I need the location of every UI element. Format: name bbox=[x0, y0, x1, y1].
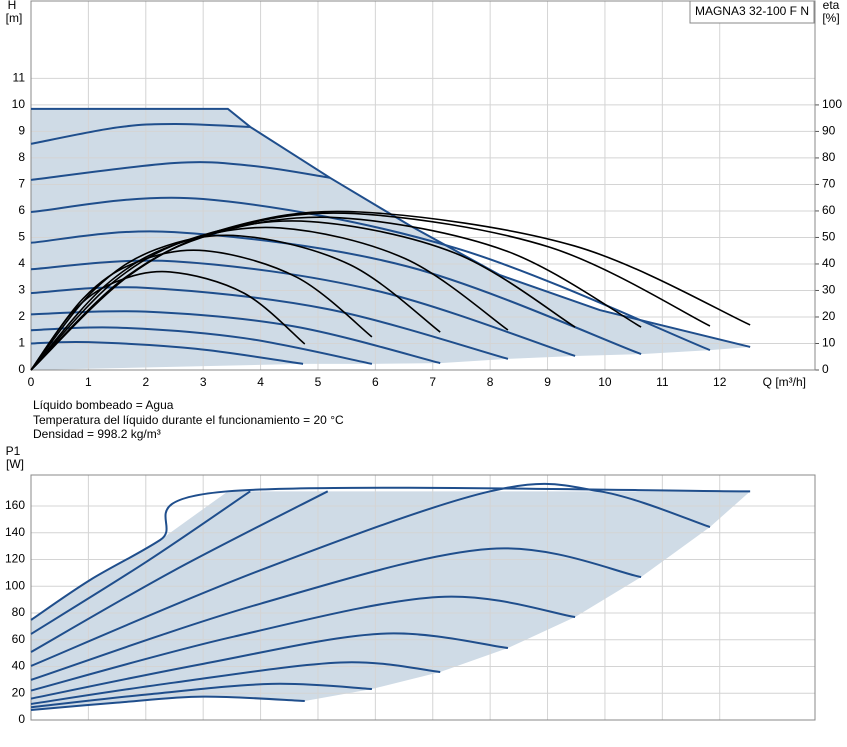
y-tick-label: 5 bbox=[18, 230, 25, 244]
y-tick-label: 2 bbox=[18, 309, 25, 323]
pump-curve bbox=[30, 259, 576, 357]
y-tick-label: 0 bbox=[18, 362, 25, 376]
x-tick-label: 1 bbox=[85, 375, 92, 389]
operating-area bbox=[31, 108, 751, 371]
pump-curve bbox=[30, 230, 642, 356]
pump-curve bbox=[30, 490, 329, 653]
pump-curve bbox=[31, 107, 751, 348]
x-tick-label: 6 bbox=[372, 375, 379, 389]
y-tick-label: 8 bbox=[18, 150, 25, 164]
x-tick-label: 7 bbox=[429, 375, 436, 389]
y2-tick-label: 70 bbox=[822, 177, 836, 191]
pump-curve bbox=[30, 595, 576, 692]
y2-tick-label: 0 bbox=[822, 362, 829, 376]
pump-curve bbox=[30, 122, 251, 145]
pump-curve bbox=[30, 490, 251, 635]
y-tick-label: 11 bbox=[13, 71, 26, 85]
pump-curve bbox=[30, 486, 751, 621]
pump-curve bbox=[30, 695, 305, 711]
y-tick-label: 6 bbox=[18, 203, 25, 217]
pump-curve bbox=[30, 161, 331, 181]
x-tick-label: 2 bbox=[142, 375, 149, 389]
plot-frame bbox=[30, 474, 816, 721]
model-label: MAGNA3 32-100 F N bbox=[695, 4, 809, 18]
y-tick-label: 40 bbox=[12, 659, 26, 673]
efficiency-curve bbox=[30, 210, 751, 371]
pump-curve bbox=[30, 661, 441, 705]
y-tick-label: 0 bbox=[18, 712, 25, 726]
y-tick-label: 120 bbox=[5, 552, 25, 566]
pump-curve bbox=[30, 682, 372, 709]
plot-frame bbox=[30, 0, 816, 371]
efficiency-curve bbox=[30, 249, 373, 371]
model-box bbox=[689, 0, 815, 24]
y-tick-label: 4 bbox=[18, 256, 25, 270]
y2-tick-label: 60 bbox=[822, 203, 836, 217]
pump-curve bbox=[30, 632, 509, 700]
y-tick-label: 3 bbox=[18, 283, 25, 297]
y-unit: [m] bbox=[6, 11, 23, 25]
y-tick-label: 9 bbox=[18, 124, 25, 138]
y2-tick-label: 20 bbox=[822, 309, 836, 323]
y2-tick-label: 40 bbox=[822, 256, 836, 270]
operating-area bbox=[31, 491, 751, 710]
y2-tick-label: 50 bbox=[822, 230, 836, 244]
y2-unit: [%] bbox=[822, 11, 839, 25]
x-tick-label: 10 bbox=[598, 375, 612, 389]
x-tick-label: 8 bbox=[487, 375, 494, 389]
y2-tick-label: 80 bbox=[822, 150, 836, 164]
y-label: H bbox=[8, 0, 17, 12]
y-tick-label: 20 bbox=[12, 685, 26, 699]
y-tick-label: 60 bbox=[12, 632, 26, 646]
pump-curve bbox=[30, 340, 304, 365]
efficiency-curve bbox=[30, 226, 509, 371]
x-label: Q [m³/h] bbox=[763, 375, 806, 389]
pump-curve bbox=[30, 286, 509, 360]
note: Temperatura del líquido durante el funci… bbox=[33, 413, 344, 427]
y2-tick-label: 90 bbox=[822, 124, 836, 138]
y-tick-label: 140 bbox=[5, 525, 25, 539]
y-tick-label: 80 bbox=[12, 605, 26, 619]
y-label: P1 bbox=[6, 444, 21, 458]
x-tick-label: 3 bbox=[200, 375, 207, 389]
x-tick-label: 4 bbox=[257, 375, 264, 389]
y-tick-label: 160 bbox=[5, 498, 25, 512]
y2-label: eta bbox=[823, 0, 840, 12]
x-tick-label: 5 bbox=[315, 375, 322, 389]
y-tick-label: 100 bbox=[5, 578, 25, 592]
y2-tick-label: 10 bbox=[822, 336, 836, 350]
y2-tick-label: 30 bbox=[822, 283, 836, 297]
y-tick-label: 7 bbox=[18, 177, 25, 191]
y2-tick-label: 100 bbox=[822, 97, 842, 111]
efficiency-curve bbox=[30, 216, 642, 371]
pump-curve bbox=[30, 482, 711, 667]
x-tick-label: 0 bbox=[28, 375, 35, 389]
pump-curve bbox=[30, 547, 642, 681]
y-tick-label: 10 bbox=[12, 97, 26, 111]
note: Densidad = 998.2 kg/m³ bbox=[33, 427, 161, 441]
note: Líquido bombeado = Agua bbox=[33, 398, 174, 412]
y-tick-label: 1 bbox=[18, 336, 25, 350]
x-tick-label: 12 bbox=[713, 375, 727, 389]
y-unit: [W] bbox=[6, 457, 24, 471]
x-tick-label: 9 bbox=[544, 375, 551, 389]
x-tick-label: 11 bbox=[656, 375, 669, 389]
